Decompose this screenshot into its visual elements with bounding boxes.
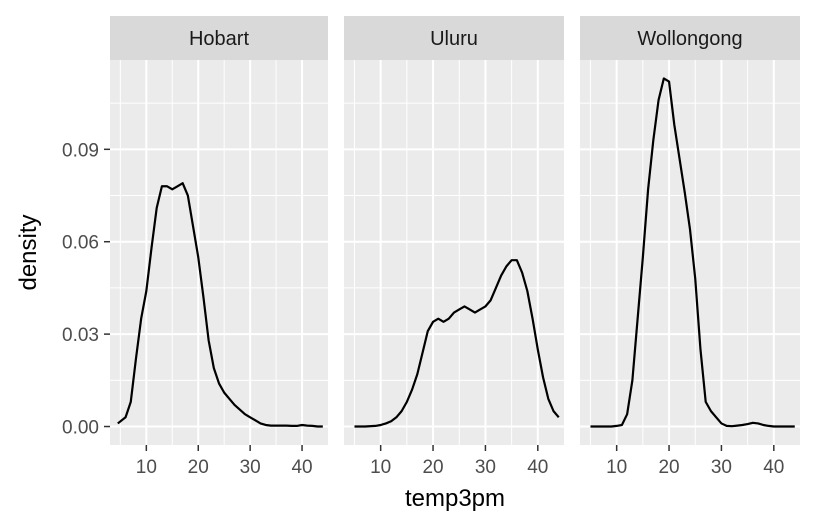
facet-strip: [110, 16, 328, 60]
panel-background: [110, 60, 328, 445]
facet-strip: [344, 16, 564, 60]
x-tick-label: 20: [422, 457, 443, 478]
y-tick-label: 0.09: [62, 140, 99, 161]
facet-label: Uluru: [430, 28, 478, 50]
y-tick-label: 0.00: [62, 418, 99, 439]
x-tick-label: 40: [291, 457, 312, 478]
x-tick-label: 10: [136, 457, 157, 478]
y-axis-title: density: [15, 214, 42, 290]
y-tick-label: 0.06: [62, 233, 99, 254]
x-axis-title: temp3pm: [405, 485, 505, 512]
facet-label: Hobart: [189, 28, 249, 50]
x-tick-label: 30: [240, 457, 261, 478]
x-tick-label: 10: [606, 457, 627, 478]
x-tick-label: 20: [188, 457, 209, 478]
x-tick-label: 20: [658, 457, 679, 478]
panel-background: [344, 60, 564, 445]
density-line-uluru: [354, 259, 560, 428]
x-tick-label: 10: [370, 457, 391, 478]
x-tick-label: 40: [527, 457, 548, 478]
facet-label: Wollongong: [637, 28, 742, 50]
density-line-wollongong: [590, 77, 795, 428]
y-tick-label: 0.03: [62, 325, 99, 346]
x-tick-label: 30: [711, 457, 732, 478]
x-tick-label: 30: [475, 457, 496, 478]
facet-strip: [580, 16, 800, 60]
panel-background: [580, 60, 800, 445]
x-tick-label: 40: [763, 457, 784, 478]
density-line-hobart: [117, 182, 323, 428]
